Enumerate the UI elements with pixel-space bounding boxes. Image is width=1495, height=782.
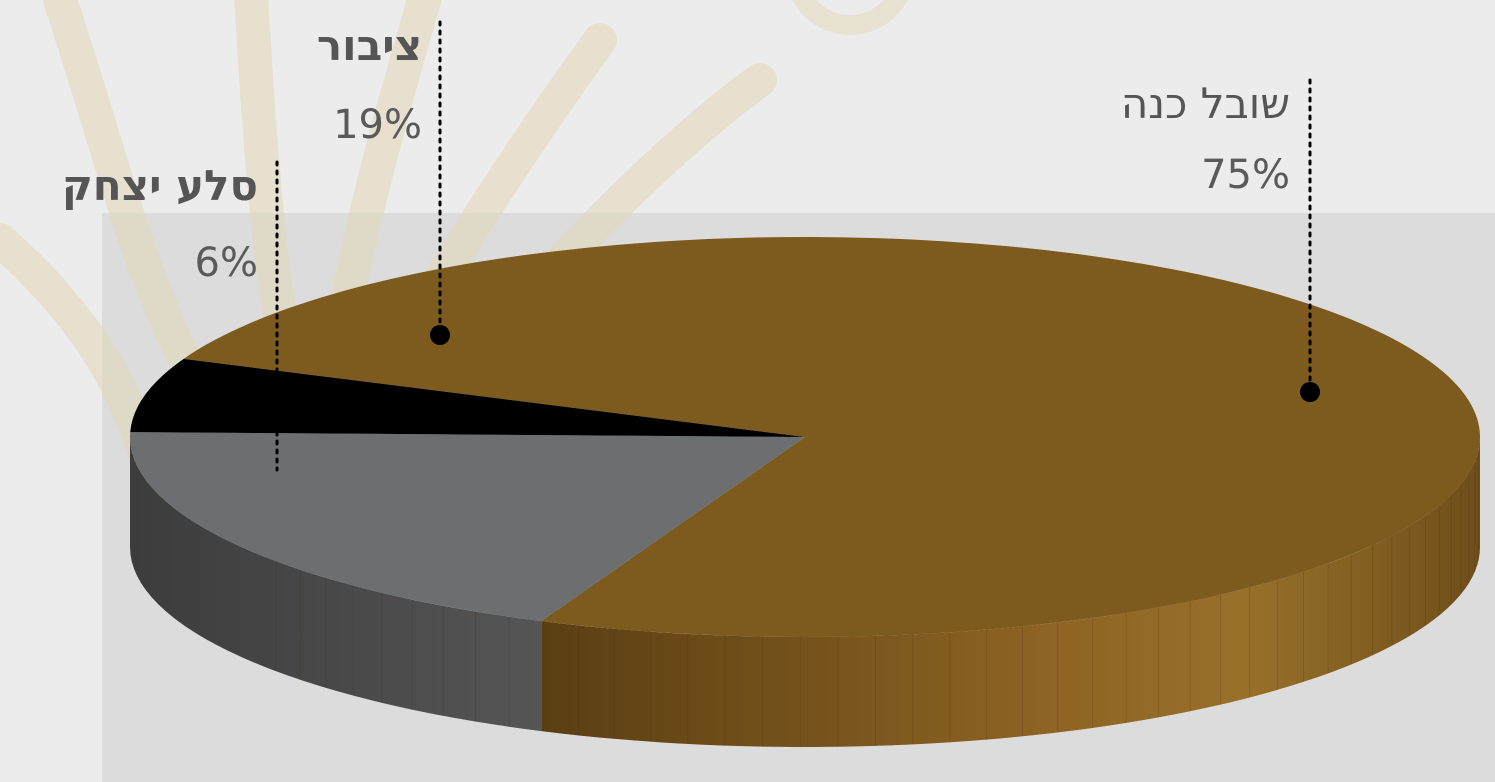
pie-body: [130, 237, 1481, 748]
leader-dot: [1300, 382, 1320, 402]
pie-slice-1: [130, 432, 805, 622]
slice-percent-label: 19%: [333, 102, 422, 148]
pie-side-shading: [275, 450, 1479, 747]
leader-dot: [430, 325, 450, 345]
slice-name-label: שובל כנה: [1121, 79, 1290, 128]
pie-slice-2: [130, 358, 806, 437]
pie-side-1: [130, 437, 542, 732]
pie-slice-0: [183, 237, 1481, 638]
slice-label-0: שובל כנה 75%: [1121, 78, 1320, 402]
slice-name-label: סלע יצחק: [62, 161, 258, 210]
slice-percent-label: 75%: [1201, 152, 1290, 198]
slice-label-1: ציבור 19%: [317, 20, 450, 345]
slice-percent-label: 6%: [195, 240, 258, 286]
pie-labels: שובל כנה 75% ציבור 19% סלע יצחק 6%: [62, 20, 1320, 472]
slice-label-2: סלע יצחק 6%: [62, 160, 279, 472]
pie-side-2: [541, 437, 1480, 748]
slice-name-label: ציבור: [317, 21, 422, 70]
